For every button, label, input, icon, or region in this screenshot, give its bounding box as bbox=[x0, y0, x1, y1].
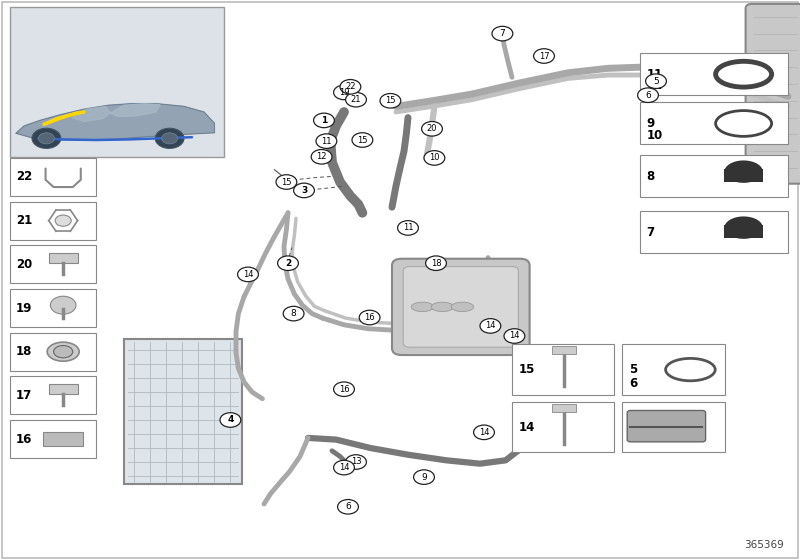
Ellipse shape bbox=[725, 217, 763, 239]
Circle shape bbox=[646, 74, 666, 88]
Text: 16: 16 bbox=[364, 313, 375, 322]
Text: 6: 6 bbox=[645, 91, 651, 100]
Text: 10: 10 bbox=[429, 153, 440, 162]
FancyBboxPatch shape bbox=[10, 202, 96, 240]
FancyBboxPatch shape bbox=[10, 376, 96, 414]
Polygon shape bbox=[110, 104, 160, 116]
Ellipse shape bbox=[411, 302, 434, 311]
Ellipse shape bbox=[47, 342, 79, 361]
Circle shape bbox=[283, 306, 304, 321]
Circle shape bbox=[316, 134, 337, 148]
Text: 22: 22 bbox=[345, 82, 356, 91]
Circle shape bbox=[238, 267, 258, 282]
Circle shape bbox=[480, 319, 501, 333]
Text: 17: 17 bbox=[16, 389, 32, 402]
FancyBboxPatch shape bbox=[640, 211, 788, 253]
Text: 14: 14 bbox=[518, 421, 534, 434]
Circle shape bbox=[162, 133, 178, 144]
FancyBboxPatch shape bbox=[392, 259, 530, 355]
Text: 14: 14 bbox=[338, 463, 350, 472]
FancyBboxPatch shape bbox=[640, 102, 788, 144]
FancyBboxPatch shape bbox=[10, 7, 224, 157]
Text: 1: 1 bbox=[321, 116, 327, 125]
Circle shape bbox=[398, 221, 418, 235]
Text: 15: 15 bbox=[518, 363, 534, 376]
Circle shape bbox=[334, 460, 354, 475]
Polygon shape bbox=[16, 104, 214, 140]
Text: 15: 15 bbox=[357, 136, 368, 144]
FancyBboxPatch shape bbox=[10, 158, 96, 196]
Ellipse shape bbox=[431, 302, 454, 311]
Text: 6: 6 bbox=[345, 502, 351, 511]
Polygon shape bbox=[72, 106, 110, 122]
Circle shape bbox=[220, 413, 241, 427]
Circle shape bbox=[278, 256, 298, 270]
Text: 6: 6 bbox=[629, 377, 637, 390]
FancyBboxPatch shape bbox=[10, 420, 96, 458]
Text: 7: 7 bbox=[646, 226, 654, 239]
FancyBboxPatch shape bbox=[552, 346, 576, 354]
Text: 5: 5 bbox=[629, 363, 637, 376]
FancyBboxPatch shape bbox=[627, 410, 706, 442]
Circle shape bbox=[294, 183, 314, 198]
FancyBboxPatch shape bbox=[640, 155, 788, 197]
Circle shape bbox=[276, 175, 297, 189]
FancyBboxPatch shape bbox=[512, 344, 614, 395]
Text: 17: 17 bbox=[538, 52, 550, 60]
Circle shape bbox=[352, 133, 373, 147]
Text: 13: 13 bbox=[350, 458, 362, 466]
Text: 9: 9 bbox=[646, 117, 654, 130]
Text: 12: 12 bbox=[646, 80, 662, 92]
Text: 14: 14 bbox=[242, 270, 254, 279]
Circle shape bbox=[155, 128, 184, 148]
Circle shape bbox=[50, 296, 76, 314]
Circle shape bbox=[504, 329, 525, 343]
Circle shape bbox=[38, 133, 54, 144]
Circle shape bbox=[534, 49, 554, 63]
FancyBboxPatch shape bbox=[725, 226, 763, 238]
Circle shape bbox=[334, 382, 354, 396]
Circle shape bbox=[338, 500, 358, 514]
Circle shape bbox=[311, 150, 332, 164]
FancyBboxPatch shape bbox=[124, 339, 242, 484]
FancyBboxPatch shape bbox=[622, 344, 725, 395]
Text: 21: 21 bbox=[16, 214, 32, 227]
Circle shape bbox=[422, 122, 442, 136]
Text: 16: 16 bbox=[338, 385, 350, 394]
Circle shape bbox=[426, 256, 446, 270]
Circle shape bbox=[346, 92, 366, 107]
Text: 9: 9 bbox=[421, 473, 427, 482]
Ellipse shape bbox=[54, 346, 73, 358]
FancyBboxPatch shape bbox=[640, 53, 788, 95]
Text: 5: 5 bbox=[653, 77, 659, 86]
Circle shape bbox=[414, 470, 434, 484]
Circle shape bbox=[492, 26, 513, 41]
Circle shape bbox=[340, 80, 361, 94]
Text: 19: 19 bbox=[338, 88, 350, 97]
Circle shape bbox=[638, 88, 658, 102]
Circle shape bbox=[314, 113, 334, 128]
Text: 11: 11 bbox=[321, 137, 332, 146]
Circle shape bbox=[32, 128, 61, 148]
Text: 18: 18 bbox=[430, 259, 442, 268]
Circle shape bbox=[334, 85, 354, 100]
Text: 3: 3 bbox=[301, 186, 307, 195]
Text: 22: 22 bbox=[16, 170, 32, 184]
Ellipse shape bbox=[725, 161, 763, 183]
Text: 7: 7 bbox=[499, 29, 506, 38]
Text: 15: 15 bbox=[281, 178, 292, 186]
Text: 19: 19 bbox=[16, 301, 32, 315]
FancyBboxPatch shape bbox=[49, 253, 78, 263]
Text: 14: 14 bbox=[485, 321, 496, 330]
Text: 8: 8 bbox=[646, 170, 654, 183]
FancyBboxPatch shape bbox=[49, 384, 78, 394]
Circle shape bbox=[346, 455, 366, 469]
FancyBboxPatch shape bbox=[746, 4, 800, 184]
FancyBboxPatch shape bbox=[622, 402, 725, 452]
Text: 14: 14 bbox=[509, 332, 520, 340]
Text: 20: 20 bbox=[16, 258, 32, 271]
FancyBboxPatch shape bbox=[10, 245, 96, 283]
FancyBboxPatch shape bbox=[10, 289, 96, 327]
Text: 8: 8 bbox=[290, 309, 297, 318]
